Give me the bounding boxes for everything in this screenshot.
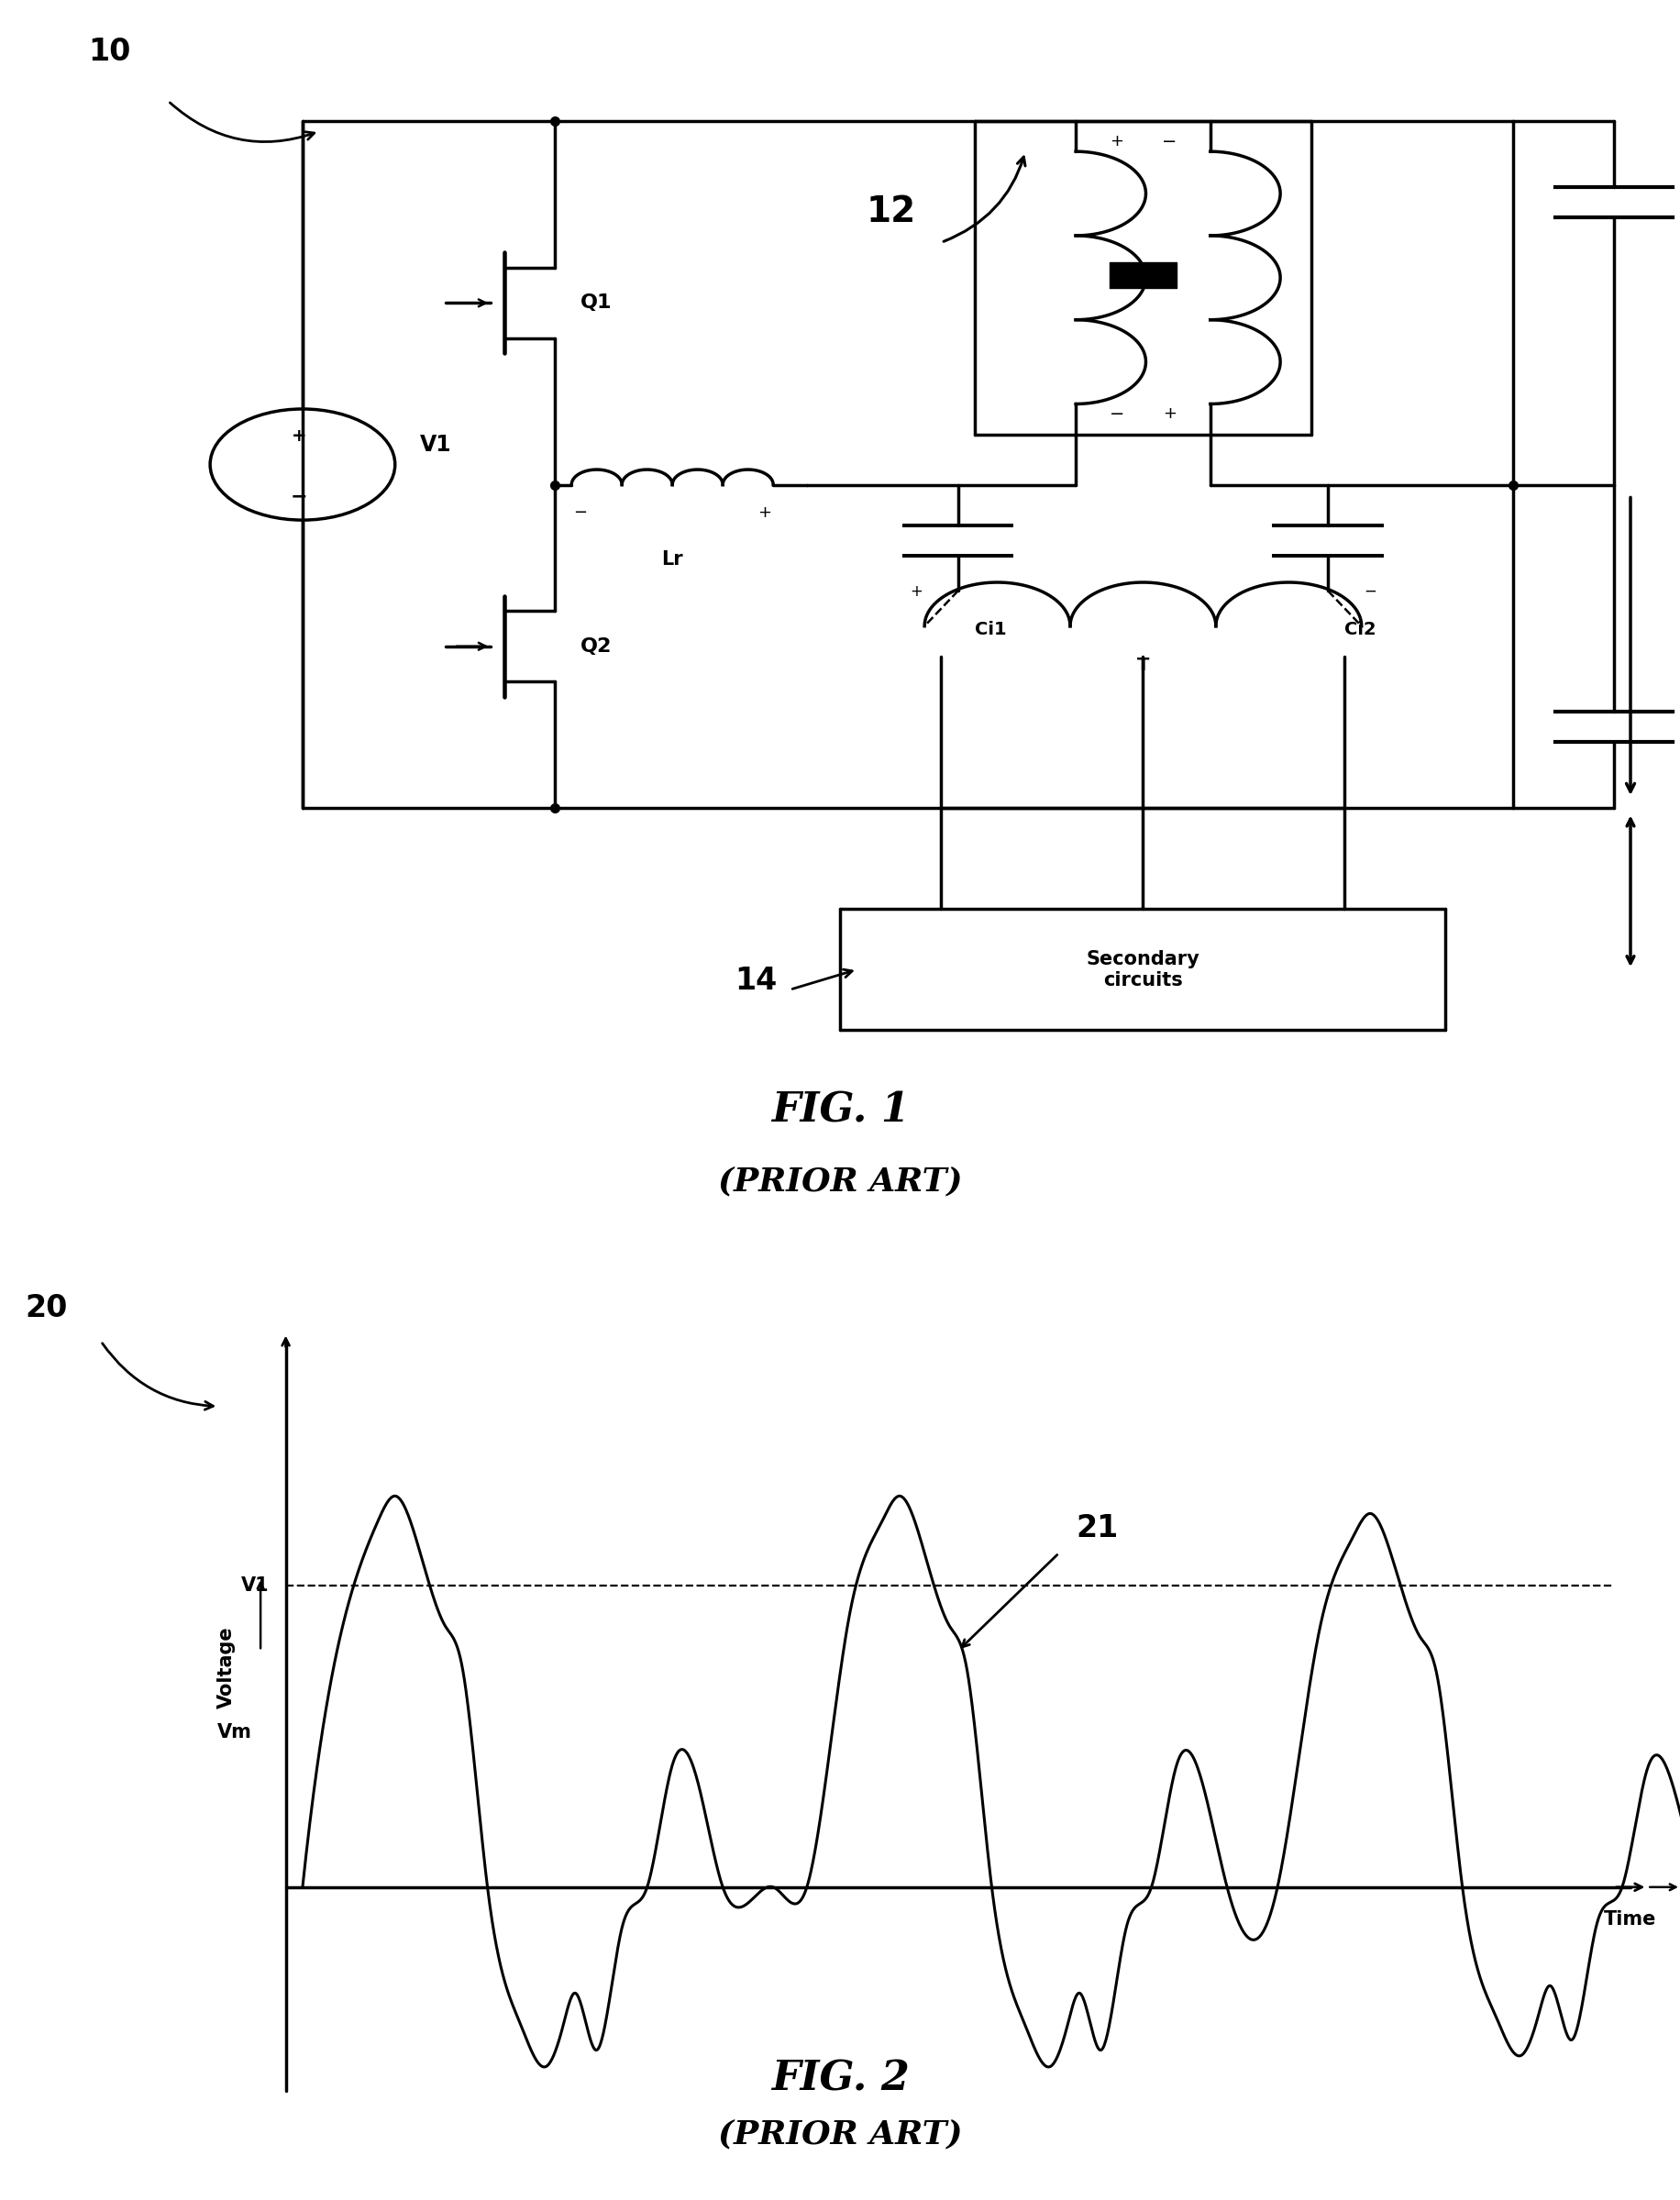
Text: Q2: Q2 bbox=[580, 638, 612, 656]
Text: Q1: Q1 bbox=[580, 295, 612, 312]
Text: T: T bbox=[1136, 656, 1149, 673]
Text: FIG. 2: FIG. 2 bbox=[771, 2059, 909, 2099]
Text: Time: Time bbox=[1603, 1910, 1656, 1929]
Text: 20: 20 bbox=[25, 1294, 67, 1322]
Text: V1: V1 bbox=[240, 1577, 269, 1595]
Text: −: − bbox=[1109, 405, 1124, 422]
Text: 21: 21 bbox=[1075, 1514, 1117, 1542]
Text: −: − bbox=[573, 504, 586, 521]
Text: Vm: Vm bbox=[217, 1723, 252, 1742]
Text: V1: V1 bbox=[420, 433, 452, 455]
Text: +: + bbox=[758, 504, 771, 521]
Text: −: − bbox=[1161, 132, 1176, 150]
Text: −: − bbox=[291, 488, 307, 506]
Text: +: + bbox=[291, 427, 307, 444]
Text: +: + bbox=[1163, 405, 1176, 422]
Text: Ci2: Ci2 bbox=[1344, 620, 1376, 638]
Text: +: + bbox=[909, 583, 922, 598]
Text: Ci1: Ci1 bbox=[974, 620, 1006, 638]
Text: Voltage: Voltage bbox=[217, 1626, 235, 1707]
Text: 14: 14 bbox=[734, 966, 778, 997]
Text: (PRIOR ART): (PRIOR ART) bbox=[717, 1166, 963, 1197]
Text: −: − bbox=[1362, 583, 1376, 598]
Text: FIG. 1: FIG. 1 bbox=[771, 1091, 909, 1131]
Text: Secondary
circuits: Secondary circuits bbox=[1085, 950, 1200, 990]
Text: +: + bbox=[1109, 134, 1122, 150]
Text: 12: 12 bbox=[865, 194, 916, 229]
Text: 10: 10 bbox=[87, 37, 131, 66]
Text: (PRIOR ART): (PRIOR ART) bbox=[717, 2119, 963, 2149]
Text: Lr: Lr bbox=[662, 550, 682, 570]
